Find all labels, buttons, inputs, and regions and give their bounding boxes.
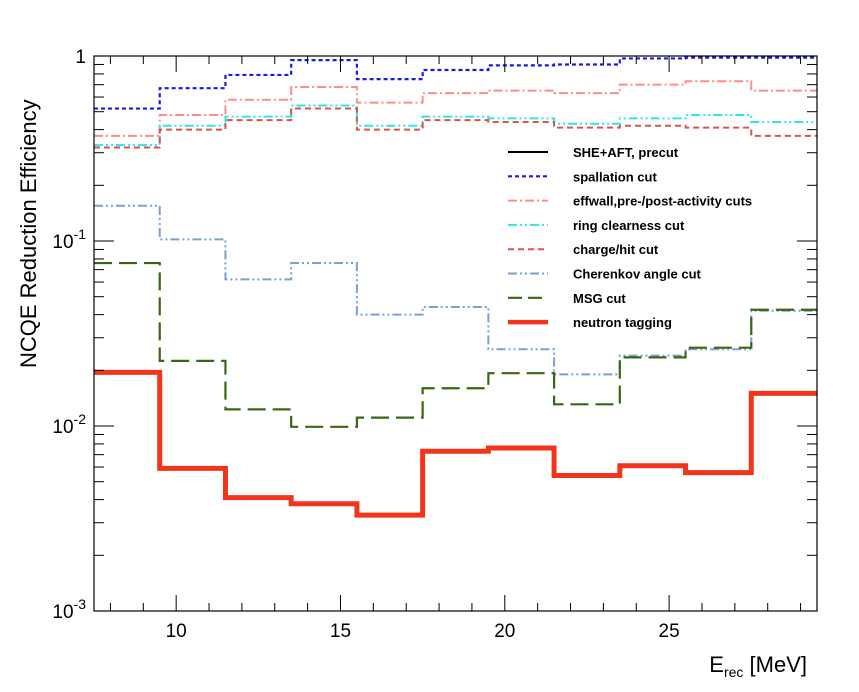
series-line-5 [94,204,817,376]
y-tick-label-base: 1 [75,47,86,68]
y-tick-label: 10-3 [52,596,86,623]
legend: SHE+AFT, precut spallation cut effwall,pre… [508,145,752,330]
x-axis-title-unit: [MeV] [743,652,807,677]
series-line-7 [94,369,817,518]
legend-label-1: spallation cut [573,169,657,184]
x-tick-label: 20 [494,621,515,642]
y-tick-label-exp: -2 [74,411,87,427]
legend-label-6: MSG cut [573,291,626,306]
series-line-1 [94,56,817,110]
series-line-3 [94,104,817,147]
y-tick-label: 10-1 [52,226,86,253]
y-tick-label-base: 10 [52,602,73,623]
y-tick-label: 1 [75,47,86,68]
x-tick-label: 15 [330,621,351,642]
x-tick-label: 10 [166,621,187,642]
legend-label-7: neutron tagging [573,315,672,330]
y-tick-label: 10-2 [52,411,86,438]
x-axis-title-main: E [709,652,724,677]
legend-label-5: Cherenkov angle cut [573,267,702,282]
x-axis: 10 15 20 25 [109,56,802,642]
series-line-6 [94,261,817,428]
y-tick-label-exp: -1 [74,226,87,242]
legend-label-0: SHE+AFT, precut [573,145,679,160]
x-axis-title: Erec [MeV] [709,652,807,680]
legend-label-3: ring clearness cut [573,218,685,233]
plot-frame [93,55,818,612]
series-line-2 [94,80,817,137]
y-tick-label-base: 10 [52,232,73,253]
legend-label-4: charge/hit cut [573,242,659,257]
x-axis-title-sub: rec [724,664,743,680]
y-axis-title: NCQE Reduction Efficiency [16,99,41,368]
y-tick-label-exp: -3 [74,596,87,612]
legend-label-2: effwall,pre-/post-activity cuts [573,194,752,209]
y-axis: 10-310-210-11 [52,47,817,623]
series-layer [94,56,817,518]
y-tick-label-base: 10 [52,417,73,438]
x-tick-label: 25 [659,621,680,642]
series-line-4 [94,107,817,149]
